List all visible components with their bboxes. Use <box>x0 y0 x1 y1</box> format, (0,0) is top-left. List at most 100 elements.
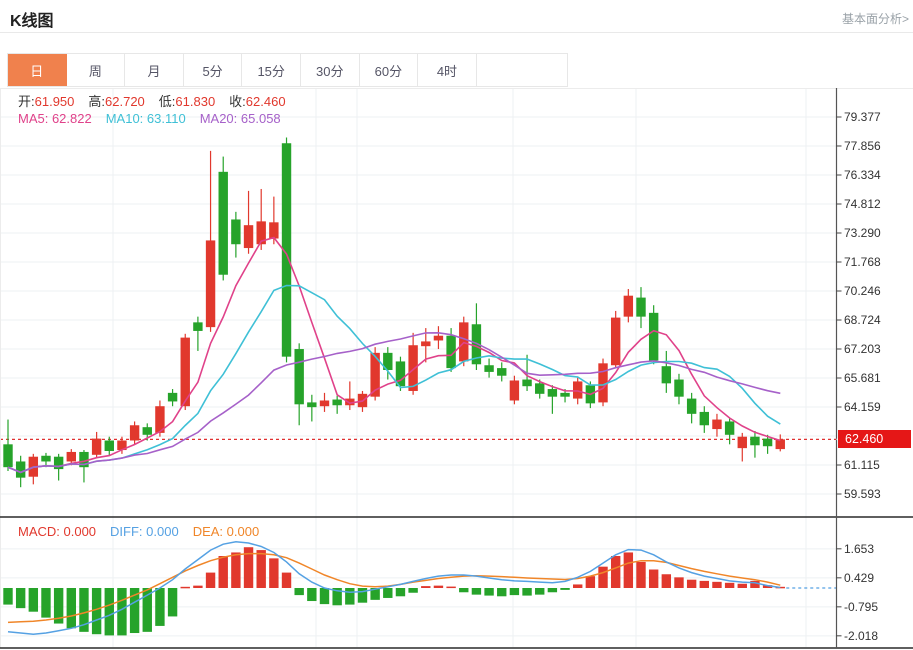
macd-bar <box>509 588 520 596</box>
candle-body <box>446 335 456 369</box>
macd-bar <box>598 566 608 588</box>
candle-body <box>243 225 254 249</box>
current-price-tag: 62.460 <box>838 430 911 449</box>
macd-bar <box>446 586 456 589</box>
macd-bar <box>370 588 380 600</box>
macd-bar <box>53 588 64 624</box>
candle-body <box>281 143 292 357</box>
macd-bar <box>28 588 39 612</box>
candle-body <box>53 456 64 470</box>
macd-bar <box>41 588 51 618</box>
candle-body <box>484 365 494 372</box>
macd-bar <box>294 588 304 596</box>
macd-bar <box>104 588 114 636</box>
macd-bar <box>142 588 152 632</box>
ma5-line <box>7 236 781 474</box>
candle-body <box>648 312 659 361</box>
main-axis-label: 59.593 <box>844 487 881 501</box>
macd-bar <box>724 582 735 588</box>
macd-bar <box>674 577 684 588</box>
ma-legend-item: MA5: 62.822 <box>18 111 92 126</box>
ma10-line <box>7 284 781 474</box>
candle-body <box>129 425 140 441</box>
macd-bar <box>3 588 13 605</box>
candle-body <box>775 439 785 450</box>
macd-bar <box>560 588 570 590</box>
macd-bar <box>155 588 165 626</box>
macd-bar <box>522 588 532 596</box>
candle-body <box>712 419 722 430</box>
candle-body <box>535 383 545 394</box>
macd-bar <box>699 580 709 588</box>
candle-body <box>294 349 304 405</box>
ma-legend: MA5: 62.822 MA10: 63.110 MA20: 65.058 <box>18 111 295 126</box>
candle-body <box>699 411 709 426</box>
macd-legend-item: MACD: 0.000 <box>18 524 97 539</box>
macd-bar <box>269 558 279 588</box>
candle-body <box>509 380 520 401</box>
macd-bar <box>497 588 507 597</box>
candle-body <box>610 317 621 366</box>
tab-30分[interactable]: 30分 <box>300 54 360 86</box>
macd-bar <box>357 588 368 603</box>
main-axis-label: 61.115 <box>844 457 880 472</box>
macd-bar <box>281 572 292 588</box>
tab-月[interactable]: 月 <box>125 54 184 86</box>
main-axis-label: 68.724 <box>844 313 881 327</box>
main-axis-label: 74.812 <box>844 196 881 211</box>
macd-bar <box>547 588 558 593</box>
ohlc-legend-item: 收:62.460 <box>229 94 286 109</box>
candle-body <box>724 421 735 435</box>
macd-bar <box>395 588 406 597</box>
macd-bar <box>433 585 444 588</box>
main-axis-label: 71.768 <box>844 254 881 269</box>
macd-bar <box>535 588 545 595</box>
macd-bar <box>471 588 482 595</box>
macd-bar <box>661 574 672 588</box>
fundamental-analysis-link[interactable]: 基本面分析> <box>841 12 909 26</box>
macd-bar <box>421 586 431 588</box>
macd-bar <box>256 550 266 588</box>
candle-body <box>408 345 418 391</box>
macd-bar <box>180 586 190 589</box>
candle-body <box>319 400 330 407</box>
tab-60分[interactable]: 60分 <box>359 54 419 86</box>
candle-body <box>762 438 773 447</box>
macd-bar <box>408 588 418 593</box>
tab-周[interactable]: 周 <box>66 54 126 86</box>
macd-bar <box>750 580 760 588</box>
macd-bar <box>167 588 178 617</box>
macd-bar <box>15 588 26 609</box>
macd-bar <box>66 588 76 629</box>
candle-body <box>3 444 13 468</box>
candle-body <box>180 337 190 407</box>
macd-bar <box>712 581 722 588</box>
tab-5分[interactable]: 5分 <box>183 54 243 86</box>
candle-body <box>686 398 697 414</box>
main-axis-label: 67.203 <box>844 341 881 356</box>
macd-bar <box>345 588 355 605</box>
ma20-line <box>7 331 781 474</box>
tab-日[interactable]: 日 <box>8 54 67 86</box>
macd-bar <box>484 588 494 596</box>
macd-bar <box>623 552 634 588</box>
tab-15分[interactable]: 15分 <box>242 54 301 86</box>
candle-body <box>15 461 26 478</box>
macd-bar <box>762 585 773 588</box>
macd-bar <box>332 588 342 606</box>
macd-bar <box>610 556 621 588</box>
macd-bar <box>383 588 393 598</box>
candle-body <box>421 341 431 347</box>
macd-bar <box>193 585 203 588</box>
candle-body <box>674 379 684 397</box>
candle-body <box>104 440 114 451</box>
main-axis-label: 70.246 <box>844 283 881 298</box>
tab-4时[interactable]: 4时 <box>418 54 477 86</box>
candle-body <box>205 240 216 328</box>
candle-body <box>395 361 406 387</box>
macd-bar <box>79 588 89 632</box>
macd-bar <box>585 576 596 588</box>
period-tabbar: 日周月 5分 15分 30分 60分 4时 <box>7 53 568 87</box>
